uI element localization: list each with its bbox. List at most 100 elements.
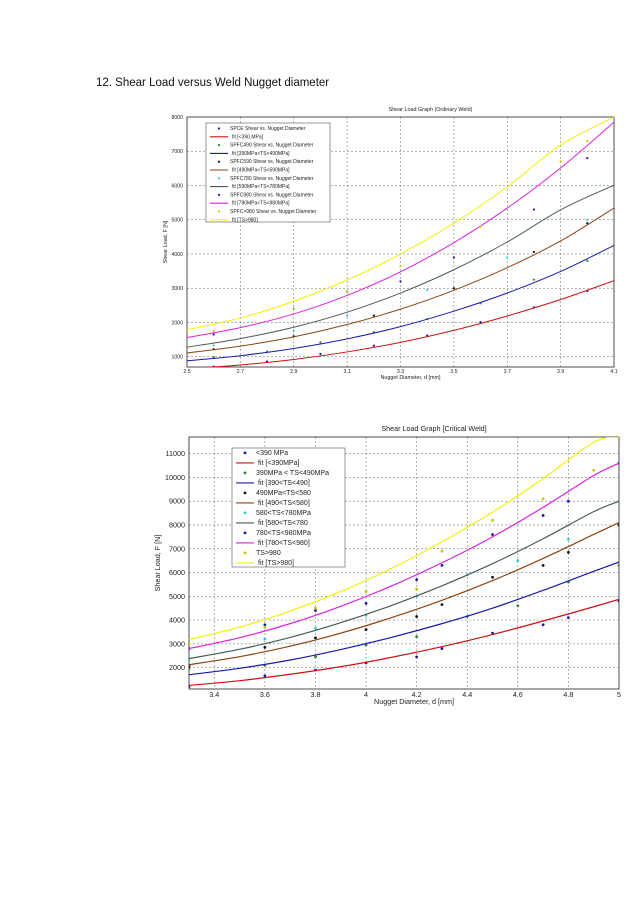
data-point <box>292 307 295 310</box>
x-tick-label: 3.8 <box>310 690 320 699</box>
data-point <box>586 218 589 221</box>
data-point <box>452 287 455 290</box>
data-point <box>586 222 589 225</box>
y-tick-label: 5000 <box>169 592 185 601</box>
data-point <box>479 225 482 228</box>
data-point <box>372 344 375 347</box>
data-point <box>532 250 536 254</box>
y-tick-label: 6000 <box>169 568 185 577</box>
y-tick-label: 6000 <box>171 183 183 189</box>
data-point <box>426 288 429 292</box>
section-heading: 12. Shear Load versus Weld Nugget diamet… <box>96 77 330 89</box>
data-point <box>491 533 494 536</box>
fit-line <box>187 184 614 348</box>
legend-entry: SPFC490 Shear vs. Nugget Diameter <box>230 143 314 149</box>
data-point <box>586 259 589 262</box>
data-point <box>479 321 482 324</box>
data-point <box>314 626 317 630</box>
x-tick-label: 4.1 <box>610 369 617 375</box>
fit-line <box>187 121 614 339</box>
data-point <box>364 590 368 593</box>
data-point <box>440 603 444 607</box>
data-point <box>516 559 520 563</box>
legend-swatch-point <box>217 193 221 196</box>
legend-swatch-point <box>243 471 247 475</box>
legend-entry: TS>980 <box>256 550 281 557</box>
legend-entry: fit [<390 MPa] <box>232 134 264 140</box>
x-tick-label: 3.3 <box>397 369 404 375</box>
data-point <box>491 518 494 522</box>
legend-entry: fit [390MPa<TS<490MPa] <box>232 151 290 157</box>
legend-swatch-point <box>243 531 247 535</box>
data-point <box>516 604 520 608</box>
data-point <box>617 563 619 567</box>
x-tick-label: 3.9 <box>557 369 564 375</box>
data-point <box>415 655 419 659</box>
y-tick-label: 5000 <box>171 218 183 224</box>
data-point <box>263 637 267 641</box>
data-point <box>263 645 267 649</box>
legend-entry: fit [TS>980] <box>232 217 258 223</box>
fit-line <box>189 500 619 660</box>
data-point <box>415 578 419 582</box>
data-point <box>541 563 545 567</box>
legend-box <box>205 122 331 223</box>
data-point <box>559 160 562 163</box>
data-point <box>415 587 419 591</box>
data-point <box>415 615 419 618</box>
legend-entry: 490MPa<TS<580 <box>256 490 311 497</box>
data-point <box>189 642 191 646</box>
y-tick-label: 8000 <box>169 520 185 529</box>
data-point <box>399 264 402 268</box>
data-point <box>372 314 375 317</box>
legend-entry: fit [490<TS<580] <box>258 500 310 507</box>
legend-entry: fit [590MPa<TS<780MPa] <box>232 184 290 190</box>
x-tick-label: 3.1 <box>344 369 351 375</box>
data-point <box>440 549 444 553</box>
x-tick-label: 2.9 <box>290 369 297 375</box>
x-tick-label: 2.5 <box>183 369 190 375</box>
x-tick-label: 5 <box>617 690 621 699</box>
data-point <box>314 609 317 612</box>
chart-1: 2.5 2.7 2.9 3.1 3.3 3.5 3.7 3.9 4.1 1000 2000 3000 4… <box>163 107 618 381</box>
data-point <box>189 665 191 668</box>
legend-entry: SPFC980 Shear vs. Nugget Diameter <box>230 192 314 198</box>
y-tick-label: 3000 <box>169 639 185 648</box>
y-tick-label: 2000 <box>169 663 185 672</box>
x-tick-label: 3.7 <box>504 369 511 375</box>
data-point <box>532 278 536 281</box>
legend-entry: 390MPa < TS<490MPa <box>256 470 329 477</box>
data-point <box>532 208 536 211</box>
legend-entry: 780<TS<980MPa <box>256 530 311 537</box>
data-point <box>440 647 444 650</box>
y-tick-label: 11000 <box>166 449 185 458</box>
x-axis-label: Nugget Diameter, d [mm] <box>374 697 454 706</box>
x-tick-label: 4.2 <box>412 690 422 699</box>
legend-entry: SPFC590 Shear vs. Nugget Diameter <box>230 159 314 165</box>
data-point <box>452 256 455 259</box>
data-point <box>263 623 267 627</box>
y-tick-label: 2000 <box>171 320 183 326</box>
data-point <box>567 537 570 541</box>
legend-entry: fit [<390MPa] <box>258 460 299 467</box>
fit-line <box>189 561 619 676</box>
y-tick-label: 1000 <box>171 355 183 361</box>
data-point <box>586 156 589 160</box>
x-tick-label: 3.5 <box>450 369 457 375</box>
x-tick-label: 4 <box>364 690 368 699</box>
x-tick-label: 2.7 <box>237 369 244 375</box>
data-point <box>189 667 191 671</box>
data-point <box>399 280 402 283</box>
y-tick-label: 4000 <box>169 616 185 625</box>
data-point <box>415 635 419 639</box>
legend-swatch-point <box>217 144 221 147</box>
y-tick-label: 4000 <box>171 252 183 258</box>
data-point <box>189 659 191 662</box>
chart-title: Shear Load Graph (Ordinary Weld) <box>389 107 473 113</box>
data-point <box>346 314 349 317</box>
x-tick-label: 4.8 <box>563 690 573 699</box>
data-point <box>319 341 322 344</box>
data-point <box>212 344 215 347</box>
chart-title: Shear Load Graph [Critical Weld] <box>381 424 486 433</box>
data-point <box>617 523 619 527</box>
